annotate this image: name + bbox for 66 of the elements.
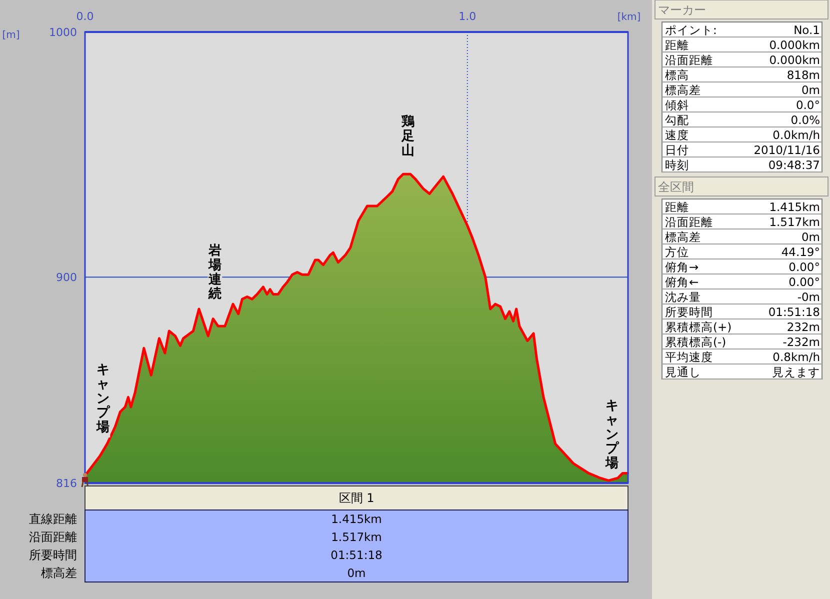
text: 累積標高(-) bbox=[665, 335, 726, 349]
y-tick-label: 816 bbox=[56, 476, 77, 490]
annotation: キャンプ場 bbox=[604, 398, 620, 471]
text: 0m bbox=[801, 83, 820, 97]
text: 標高差 bbox=[665, 83, 701, 97]
text: 2010/11/16 bbox=[754, 143, 820, 157]
text: 全区間 bbox=[658, 180, 694, 194]
text: 沈み量 bbox=[665, 290, 701, 304]
text: 0m bbox=[801, 230, 820, 244]
text: 1.517km bbox=[331, 530, 382, 544]
text: 0.8km/h bbox=[772, 350, 820, 364]
text: 818m bbox=[786, 68, 820, 82]
text: 距離 bbox=[665, 38, 689, 52]
text: 0.0° bbox=[796, 98, 820, 112]
x-tick-label: 1.0 bbox=[458, 10, 476, 23]
text: 平均速度 bbox=[665, 350, 713, 364]
annotation: 鶏足山 bbox=[400, 114, 414, 158]
text: 0.000km bbox=[769, 38, 820, 52]
text: 09:48:37 bbox=[768, 158, 820, 172]
text: 日付 bbox=[665, 143, 689, 157]
text: 0.00° bbox=[788, 275, 820, 289]
text: 01:51:18 bbox=[768, 305, 820, 319]
text: 所要時間 bbox=[665, 305, 713, 319]
x-axis-title: [km] bbox=[617, 12, 641, 23]
y-tick-label: 1000 bbox=[49, 26, 77, 39]
annotation: キャンプ場 bbox=[96, 362, 110, 435]
text: マーカー bbox=[658, 3, 706, 17]
text: 沿面距離 bbox=[665, 215, 713, 229]
text: No.1 bbox=[794, 23, 820, 37]
text: 0.0% bbox=[790, 113, 820, 127]
text: -0m bbox=[797, 290, 820, 304]
text: 0.000km bbox=[769, 53, 820, 67]
text: 所要時間 bbox=[29, 548, 77, 562]
text: 見えます bbox=[772, 365, 820, 379]
text: 沿面距離 bbox=[29, 530, 77, 544]
text: 時刻 bbox=[665, 158, 689, 172]
text: 標高差 bbox=[665, 230, 701, 244]
text: 0m bbox=[347, 566, 366, 580]
text: 速度 bbox=[665, 128, 689, 142]
text: 沿面距離 bbox=[665, 53, 713, 67]
text: 0.0km/h bbox=[772, 128, 820, 142]
text: ポイント: bbox=[665, 23, 717, 37]
text: 見通し bbox=[665, 365, 701, 379]
text: 1.415km bbox=[331, 512, 382, 526]
text: 俯角← bbox=[665, 275, 699, 289]
text: 232m bbox=[786, 320, 820, 334]
y-axis-title: [m] bbox=[2, 30, 20, 41]
text: 累積標高(+) bbox=[665, 320, 732, 334]
text: -232m bbox=[782, 335, 820, 349]
text: 標高差 bbox=[41, 566, 77, 580]
text: 直線距離 bbox=[29, 512, 77, 526]
text: 傾斜 bbox=[665, 98, 689, 112]
text: 1.517km bbox=[769, 215, 820, 229]
text: 方位 bbox=[665, 245, 689, 259]
text: 0.00° bbox=[788, 260, 820, 274]
text: 勾配 bbox=[665, 113, 689, 127]
text: 01:51:18 bbox=[330, 548, 382, 562]
x-tick-label: 0.0 bbox=[76, 10, 94, 23]
text: 俯角→ bbox=[665, 260, 699, 274]
text: 区間 1 bbox=[338, 491, 374, 505]
y-tick-label: 900 bbox=[56, 270, 77, 284]
text: 1.415km bbox=[769, 200, 820, 214]
text: 距離 bbox=[665, 200, 689, 214]
text: 44.19° bbox=[781, 245, 820, 259]
annotation: 岩場連続 bbox=[208, 244, 222, 302]
text: 標高 bbox=[665, 68, 689, 82]
